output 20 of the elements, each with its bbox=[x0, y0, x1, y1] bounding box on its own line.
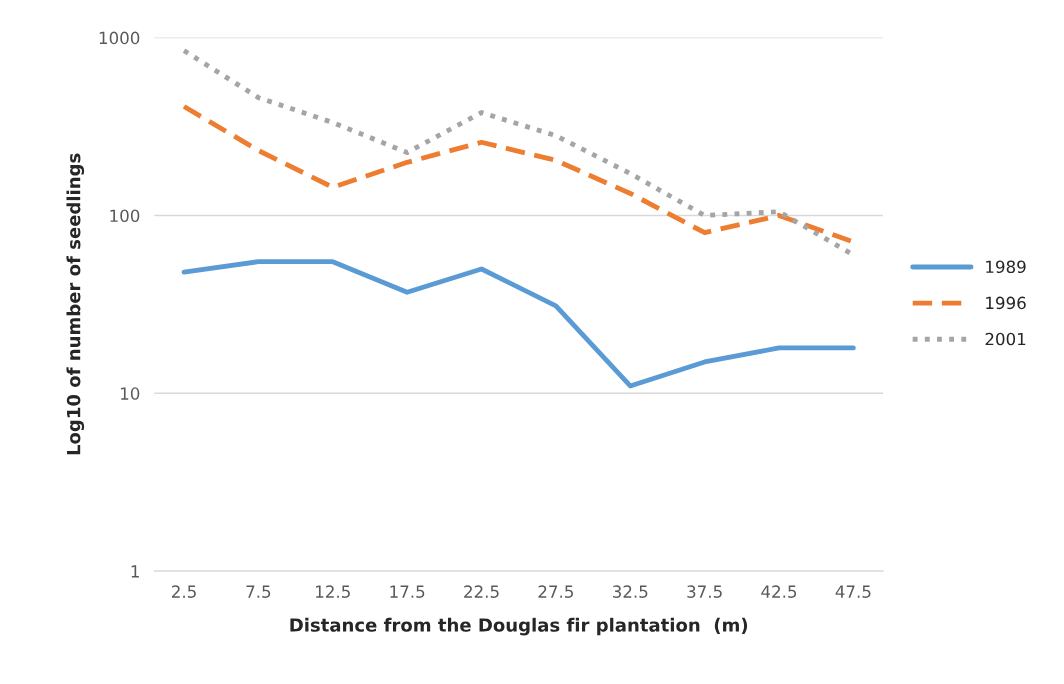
x-axis-title: Distance from the Douglas fir plantation (m) bbox=[290, 617, 748, 636]
x-tick-label: 22.5 bbox=[464, 585, 499, 598]
y-axis-title: Log10 of number of seedlings bbox=[66, 153, 85, 455]
x-tick-label: 37.5 bbox=[687, 585, 722, 598]
y-tick-label: 100 bbox=[110, 209, 140, 223]
x-tick-label: 47.5 bbox=[835, 585, 871, 598]
legend-label: 1989 bbox=[986, 260, 1026, 274]
x-tick-label: 2.5 bbox=[172, 585, 196, 598]
legend-label: 1996 bbox=[986, 296, 1026, 310]
x-tick-label: 17.5 bbox=[390, 585, 425, 598]
x-tick-label: 42.5 bbox=[761, 585, 797, 598]
y-tick-label: 1000 bbox=[99, 31, 140, 45]
x-tick-label: 7.5 bbox=[246, 585, 271, 598]
x-tick-label: 32.5 bbox=[612, 585, 648, 598]
y-tick-label: 10 bbox=[121, 387, 140, 400]
x-tick-label: 12.5 bbox=[316, 585, 350, 598]
y-tick-label: 1 bbox=[131, 565, 139, 578]
x-tick-label: 27.5 bbox=[538, 585, 573, 598]
line-series bbox=[181, 259, 856, 389]
legend-label: 2001 bbox=[985, 332, 1026, 346]
